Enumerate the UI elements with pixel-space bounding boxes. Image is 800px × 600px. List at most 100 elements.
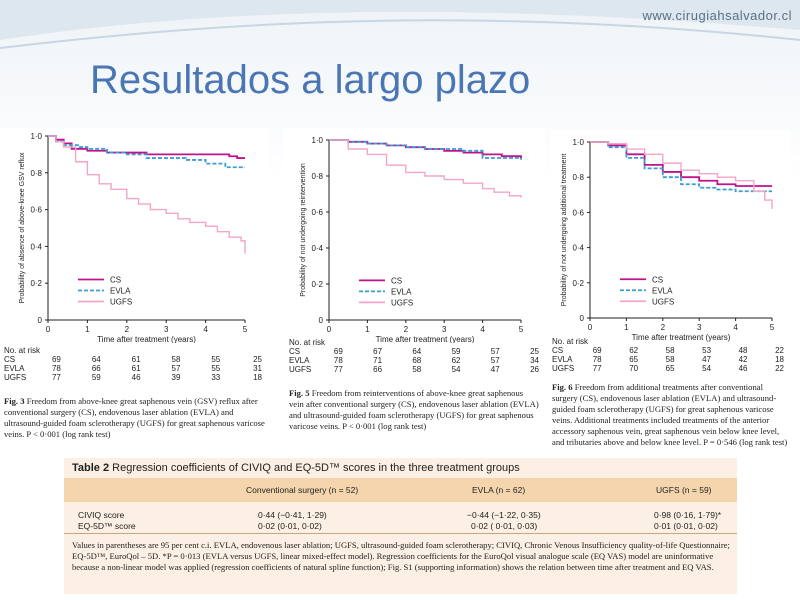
series-line-evla — [329, 139, 522, 160]
y-tick-label: 0 — [580, 314, 585, 323]
caption-text: Freedom from additional treatments after… — [552, 382, 788, 447]
table-title: Table 2 Regression coefficients of CIVIQ… — [72, 462, 520, 474]
at-risk-table-fig3: No. at risk CS 69 64 61 58 55 25 EVLA 78 66 61 57 5… — [4, 346, 268, 382]
y-tick-label: 0·2 — [572, 279, 584, 288]
table-cell: 0·98 (0·16, 1·79)* — [654, 510, 722, 520]
legend-label: UGFS — [391, 298, 413, 307]
table-title-text: Regression coefficients of CIVIQ and EQ-… — [112, 462, 520, 474]
km-chart-fig5: 0 0·2 0·4 0·6 0·8 1·0 0 1 2 3 4 5 Time after treatme… — [300, 136, 524, 343]
series-line-ugfs — [48, 135, 246, 254]
y-tick-label: 0·6 — [311, 208, 323, 217]
y-tick-label: 0 — [38, 316, 43, 325]
legend-label: EVLA — [110, 287, 131, 296]
legend-label: UGFS — [652, 297, 674, 306]
x-tick-label: 2 — [661, 323, 666, 332]
table-label: Table 2 — [72, 462, 110, 474]
y-tick-label: 0·4 — [311, 244, 323, 253]
at-risk-title: No. at risk — [552, 337, 589, 346]
x-tick-label: 0 — [327, 325, 332, 334]
km-chart-fig6: 0 0·2 0·4 0·6 0·8 1·0 0 1 2 3 4 5 Time after treatme… — [561, 138, 775, 342]
figure-panel-3: 0 0·2 0·4 0·6 0·8 1·0 0 1 2 3 4 5 Time after treatme… — [550, 130, 790, 458]
x-tick-label: 3 — [164, 325, 169, 334]
series-line-ugfs — [590, 141, 773, 209]
caption-text: Freedom from reinterventions of above-kn… — [289, 388, 539, 431]
at-risk-row: EVLA 78 65 58 47 42 18 — [552, 355, 784, 364]
header-swoosh — [0, 0, 800, 49]
y-axis-label: Probability of not undergoing additional… — [561, 154, 568, 307]
at-risk-row: EVLA 78 71 68 62 57 34 — [289, 356, 539, 365]
y-tick-label: 0·4 — [572, 244, 584, 253]
y-tick-label: 0·4 — [30, 242, 42, 251]
at-risk-row: CS 69 64 61 58 55 25 — [4, 355, 262, 364]
x-axis-label: Time after treatment (years) — [632, 333, 731, 342]
y-tick-label: 0·8 — [572, 173, 584, 182]
table-header-cell: UGFS (n = 59) — [656, 485, 712, 495]
x-axis-label: Time after treatment (years) — [376, 335, 475, 343]
x-tick-label: 2 — [125, 325, 130, 334]
legend-label: CS — [391, 276, 402, 285]
y-tick-label: 1·0 — [572, 138, 584, 147]
x-tick-label: 5 — [770, 323, 775, 332]
x-tick-label: 3 — [697, 323, 702, 332]
x-tick-label: 4 — [480, 325, 485, 334]
figure-caption-fig6: Fig. 6 Freedom from additional treatment… — [552, 382, 788, 448]
y-tick-label: 0·8 — [30, 169, 42, 178]
at-risk-row: EVLA 78 66 61 57 55 31 — [4, 364, 262, 373]
figure-panel-1: 0 0·2 0·4 0·6 0·8 1·0 0 1 2 3 4 5 Time after treatme… — [0, 128, 268, 450]
km-chart-fig3: 0 0·2 0·4 0·6 0·8 1·0 0 1 2 3 4 5 Time after treatme… — [19, 132, 248, 343]
regression-table-panel: Table 2 Regression coefficients of CIVIQ… — [64, 458, 737, 594]
x-axis-label: Time after treatment (years) — [97, 335, 196, 343]
y-tick-label: 0·8 — [311, 172, 323, 181]
series-line-evla — [48, 135, 245, 169]
x-tick-label: 3 — [442, 325, 447, 334]
table-cell: 0·01 (0·01, 0·02) — [654, 521, 718, 531]
at-risk-row: UGFS 77 66 58 54 47 26 — [289, 365, 539, 374]
figure-caption-fig5: Fig. 5 Freedom from reinterventions of a… — [289, 388, 539, 432]
website-url: www.cirugiahsalvador.cl — [642, 8, 792, 23]
table-row-label: EQ-5D™ score — [78, 521, 136, 531]
slide-title: Resultados a largo plazo — [90, 58, 531, 102]
table-header-band — [64, 478, 737, 502]
legend-label: EVLA — [391, 287, 412, 296]
y-tick-label: 0 — [319, 316, 324, 325]
at-risk-row: UGFS 77 70 65 54 46 22 — [552, 364, 784, 373]
at-risk-row: UGFS 77 59 46 39 33 18 — [4, 373, 262, 382]
caption-label: Fig. 5 — [289, 388, 310, 398]
x-tick-label: 5 — [243, 325, 248, 334]
at-risk-row: CS 69 62 58 53 48 22 — [552, 346, 784, 355]
y-axis-label: Probability of absence of above-knee GSV… — [19, 152, 26, 303]
figure-panel-2: 0 0·2 0·4 0·6 0·8 1·0 0 1 2 3 4 5 Time after treatme… — [283, 128, 545, 450]
caption-label: Fig. 3 — [4, 396, 25, 406]
table-cell: 0·02 ( 0·01, 0·03) — [471, 521, 538, 531]
x-tick-label: 0 — [46, 325, 51, 334]
y-tick-label: 1·0 — [311, 136, 323, 145]
x-tick-label: 4 — [733, 323, 738, 332]
y-tick-label: 0·6 — [30, 206, 42, 215]
table-header-cell: EVLA (n = 62) — [472, 485, 526, 495]
figure-caption-fig3: Fig. 3 Freedom from above-knee great sap… — [4, 396, 266, 440]
legend-label: EVLA — [652, 286, 673, 295]
y-axis-label: Probability of not undergoing reinterven… — [300, 163, 307, 297]
y-tick-label: 1·0 — [30, 132, 42, 141]
table-footnote: Values in parentheses are 95 per cent c.… — [72, 540, 730, 572]
series-line-ugfs — [329, 139, 522, 198]
at-risk-title: No. at risk — [4, 346, 41, 355]
x-tick-label: 2 — [404, 325, 409, 334]
y-tick-label: 0·2 — [311, 280, 323, 289]
x-tick-label: 1 — [365, 325, 370, 334]
x-tick-label: 1 — [624, 323, 629, 332]
table-divider — [64, 533, 737, 534]
legend-label: CS — [110, 276, 121, 285]
caption-label: Fig. 6 — [552, 382, 573, 392]
series-line-evla — [590, 141, 772, 193]
y-tick-label: 0·6 — [572, 208, 584, 217]
x-tick-label: 1 — [85, 325, 90, 334]
at-risk-table-fig5: No. at risk CS 69 67 64 59 57 25 EVLA 78 71 68 62 5… — [289, 338, 545, 374]
at-risk-title: No. at risk — [289, 338, 326, 347]
table-cell: −0·44 (−1·22, 0·35) — [467, 510, 541, 520]
axis-lines — [328, 140, 521, 321]
legend-label: CS — [652, 275, 663, 284]
table-cell: 0·02 (0·01, 0·02) — [258, 521, 322, 531]
x-tick-label: 5 — [519, 325, 524, 334]
table-header-cell: Conventional surgery (n = 52) — [246, 485, 359, 495]
